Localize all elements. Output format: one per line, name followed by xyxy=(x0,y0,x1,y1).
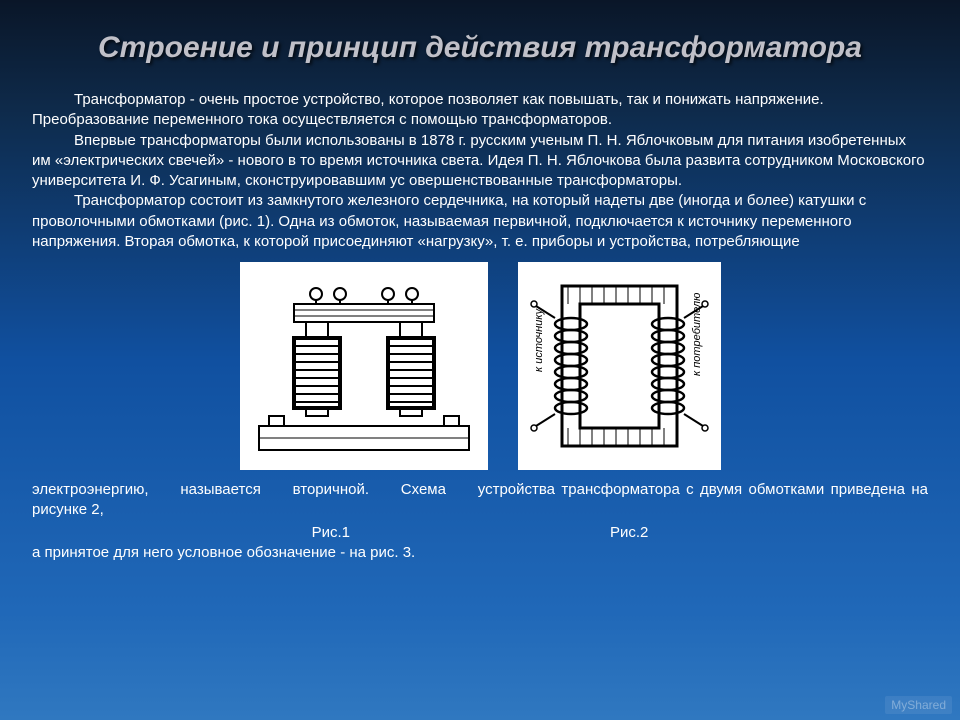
watermark: MyShared xyxy=(885,696,952,714)
figure-2: к источнику к потребителю xyxy=(518,262,721,470)
paragraph-1: Трансформатор - очень простое устройство… xyxy=(32,90,928,131)
slide-title: Строение и принцип действия трансформато… xyxy=(32,30,928,66)
p4-word: вторичной. xyxy=(293,481,369,498)
figure-captions: Рис.1 Рис.2 xyxy=(32,523,928,543)
fig2-label-left: к источнику xyxy=(533,307,545,372)
transformer-photo-icon xyxy=(244,266,484,466)
p4-word: называется xyxy=(180,481,260,498)
paragraph-4: электроэнергию, называется вторичной. Сх… xyxy=(32,480,928,521)
p4-word: Схема xyxy=(401,481,446,498)
caption-fig1: Рис.1 xyxy=(312,523,350,543)
p4-rest: устройства трансформатора с двумя обмотк… xyxy=(32,481,928,518)
figure-1 xyxy=(240,262,488,470)
paragraph-5: а принятое для него условное обозначение… xyxy=(32,543,928,563)
figures-row: к источнику к потребителю xyxy=(32,262,928,470)
body-text: Трансформатор - очень простое устройство… xyxy=(32,90,928,252)
p4-word: электроэнергию, xyxy=(32,481,149,498)
caption-fig2: Рис.2 xyxy=(610,523,648,543)
fig2-label-right: к потребителю xyxy=(691,293,703,376)
paragraph-3: Трансформатор состоит из замкнутого желе… xyxy=(32,191,928,252)
transformer-schematic-icon: к источнику к потребителю xyxy=(522,266,717,466)
paragraph-2: Впервые трансформаторы были использованы… xyxy=(32,131,928,192)
bottom-text: электроэнергию, называется вторичной. Сх… xyxy=(32,480,928,563)
slide: Строение и принцип действия трансформато… xyxy=(0,0,960,720)
